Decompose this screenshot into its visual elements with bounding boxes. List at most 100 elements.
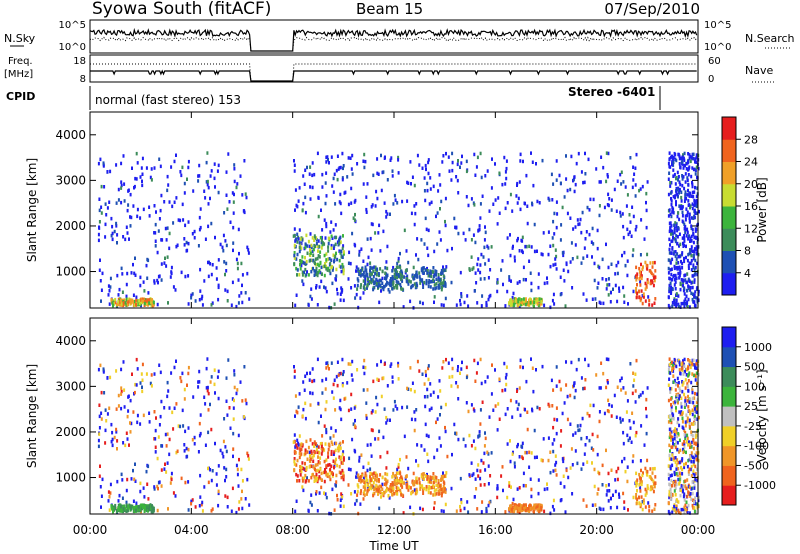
velocity-echo xyxy=(393,492,395,496)
velocity-echo xyxy=(629,362,632,366)
power-echo xyxy=(170,271,173,276)
velocity-echo xyxy=(207,466,209,471)
velocity-echo xyxy=(325,458,328,462)
power-echo xyxy=(528,244,531,249)
velocity-echo xyxy=(400,483,403,487)
power-echo xyxy=(680,301,683,306)
velocity-echo xyxy=(333,450,336,454)
velocity-echo xyxy=(148,507,151,511)
velocity-echo xyxy=(222,439,225,444)
power-echo xyxy=(364,277,367,282)
power-echo xyxy=(680,259,682,264)
power-echo xyxy=(687,168,689,172)
velocity-echo xyxy=(309,457,312,461)
power-echo xyxy=(692,256,695,261)
velocity-echo xyxy=(421,485,424,489)
velocity-echo xyxy=(200,502,203,507)
velocity-echo xyxy=(339,398,342,403)
velocity-echo xyxy=(423,395,426,399)
velocity-echo xyxy=(411,489,414,494)
power-echo xyxy=(561,205,564,210)
power-echo xyxy=(696,272,699,277)
velocity-echo xyxy=(694,464,697,469)
velocity-echo xyxy=(314,467,316,472)
velocity-echo xyxy=(606,379,609,383)
power-echo xyxy=(673,226,676,231)
velocity-echo xyxy=(517,402,520,407)
power-echo xyxy=(690,281,693,285)
power-echo xyxy=(320,265,323,270)
power-echo xyxy=(678,244,680,248)
velocity-echo xyxy=(237,433,240,438)
power-echo xyxy=(217,283,220,288)
velocity-echo xyxy=(305,465,308,470)
velocity-echo xyxy=(327,472,330,477)
power-echo xyxy=(645,225,648,230)
power-echo xyxy=(304,168,307,172)
velocity-echo xyxy=(565,360,567,364)
power-echo xyxy=(416,153,419,158)
velocity-echo xyxy=(442,480,445,484)
velocity-echo xyxy=(116,439,119,443)
velocity-echo xyxy=(330,452,333,456)
power-echo xyxy=(366,262,369,267)
velocity-echo xyxy=(598,386,601,390)
velocity-echo xyxy=(690,454,693,458)
power-echo xyxy=(397,259,400,263)
velocity-echo xyxy=(649,467,652,471)
velocity-echo xyxy=(537,509,540,514)
velocity-echo xyxy=(692,498,694,502)
velocity-echo xyxy=(625,410,628,414)
velocity-echo xyxy=(109,375,112,380)
power-echo xyxy=(371,272,373,276)
velocity-echo xyxy=(395,478,398,483)
velocity-echo xyxy=(300,469,303,474)
velocity-echo xyxy=(467,409,470,414)
power-echo xyxy=(622,180,625,184)
power-echo xyxy=(99,157,102,162)
velocity-echo xyxy=(490,392,493,396)
power-echo xyxy=(114,300,117,305)
velocity-echo xyxy=(302,488,305,493)
power-echo xyxy=(237,301,240,305)
velocity-echo xyxy=(382,491,385,495)
power-echo xyxy=(316,262,319,267)
velocity-echo xyxy=(359,502,362,506)
velocity-echo xyxy=(309,438,312,442)
power-echo xyxy=(675,192,678,196)
power-echo xyxy=(476,301,479,305)
velocity-echo xyxy=(401,493,404,497)
power-echo xyxy=(359,274,362,278)
power-echo xyxy=(379,249,382,253)
power-echo xyxy=(623,300,626,304)
velocity-echo xyxy=(686,416,689,420)
velocity-echo xyxy=(693,409,696,414)
velocity-echo xyxy=(444,429,447,434)
cpid-mode-left: normal (fast stereo) 153 xyxy=(95,93,241,107)
power-echo xyxy=(682,279,685,283)
power-echo xyxy=(639,273,642,277)
power-echo xyxy=(682,244,685,248)
velocity-echo xyxy=(233,385,236,390)
power-echo xyxy=(487,276,490,280)
power-echo xyxy=(654,297,657,301)
power-echo xyxy=(577,151,580,156)
power-echo xyxy=(694,290,697,294)
velocity-echo xyxy=(686,464,689,469)
velocity-echo xyxy=(615,469,618,474)
velocity-echo xyxy=(104,441,107,445)
power-echo xyxy=(610,262,613,266)
power-echo xyxy=(698,209,700,214)
velocity-echo xyxy=(577,357,580,362)
velocity-echo xyxy=(678,386,681,390)
velocity-echo xyxy=(615,415,618,419)
velocity-echo xyxy=(199,495,202,499)
power-echo xyxy=(552,182,555,186)
power-echo xyxy=(641,301,644,306)
velocity-echo xyxy=(585,436,588,440)
velocity-echo xyxy=(690,445,693,449)
power-echo xyxy=(688,203,691,207)
power-echo xyxy=(109,276,112,281)
velocity-echo xyxy=(432,390,435,395)
velocity-echo xyxy=(451,357,454,362)
